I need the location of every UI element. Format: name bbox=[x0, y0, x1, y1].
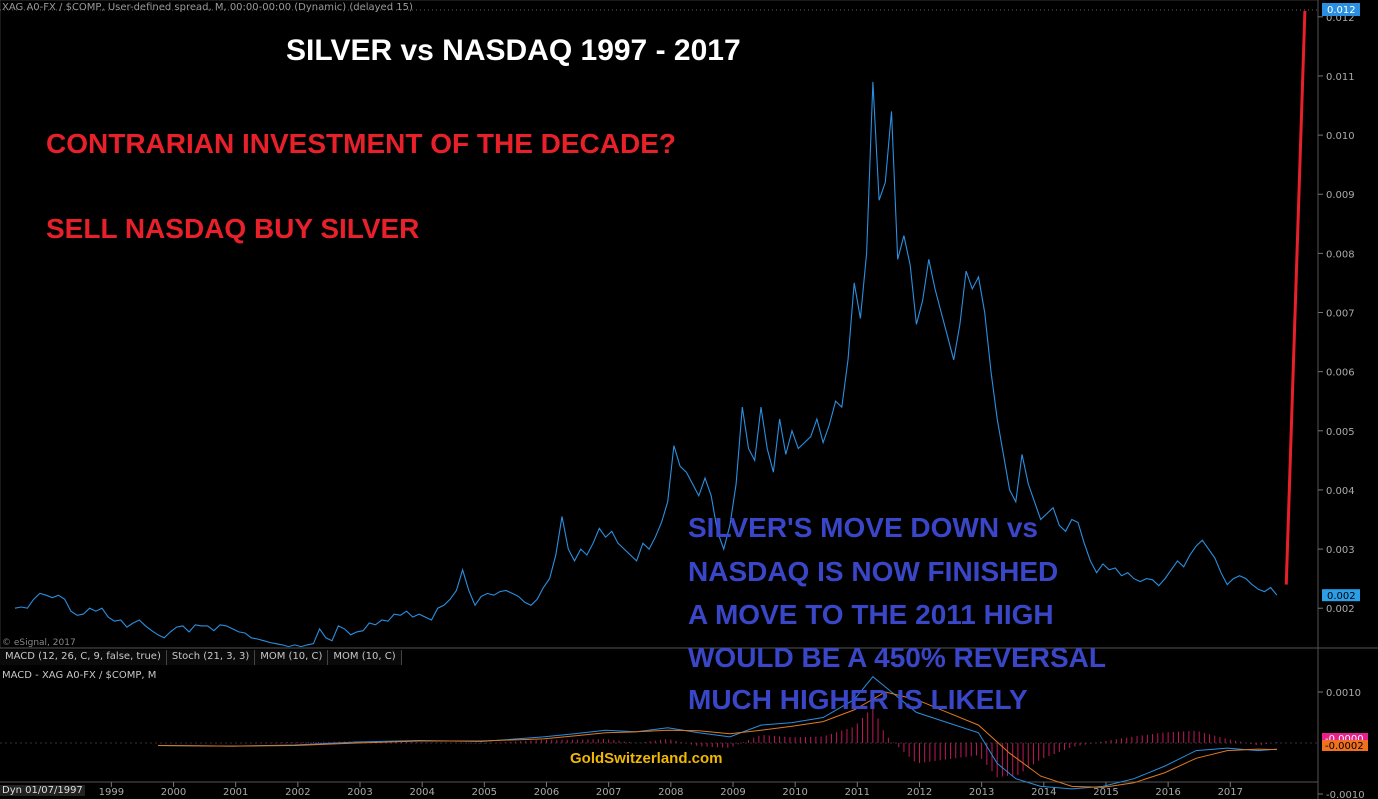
esignal-credit: © eSignal, 2017 bbox=[2, 638, 76, 648]
last-price-label: 0.002 bbox=[1327, 591, 1356, 602]
chart-header: XAG A0-FX / $COMP, User-defined spread, … bbox=[2, 2, 413, 13]
x-tick-label: 2010 bbox=[782, 787, 807, 798]
x-tick-label: 2002 bbox=[285, 787, 310, 798]
commentary-line-1: SILVER'S MOVE DOWN vs bbox=[688, 512, 1038, 543]
x-tick-label: 2016 bbox=[1155, 787, 1180, 798]
y-tick-label: 0.006 bbox=[1326, 368, 1355, 379]
x-tick-label: 2015 bbox=[1093, 787, 1118, 798]
signal-line bbox=[157, 691, 1277, 788]
y-tick-label: 0.011 bbox=[1326, 72, 1355, 83]
y-tick-label: 0.002 bbox=[1326, 604, 1355, 615]
y-tick-label: 0.004 bbox=[1326, 486, 1355, 497]
macd-value-badge bbox=[1322, 733, 1368, 744]
start-date: 01/07/1997 bbox=[25, 785, 83, 796]
tab-mom-1[interactable]: MOM (10, C) bbox=[255, 650, 329, 665]
commentary-line-3: A MOVE TO THE 2011 HIGH bbox=[688, 599, 1054, 630]
x-tick-label: 2003 bbox=[347, 787, 372, 798]
y-tick-label: 0.003 bbox=[1326, 545, 1355, 556]
y-tick-label: 0.008 bbox=[1326, 249, 1355, 260]
x-tick-label: 2007 bbox=[596, 787, 621, 798]
x-tick-label: 2004 bbox=[409, 787, 434, 798]
tab-macd[interactable]: MACD (12, 26, C, 9, false, true) bbox=[0, 650, 167, 665]
x-tick-label: 2011 bbox=[845, 787, 870, 798]
y-tick-label: 0.012 bbox=[1326, 13, 1355, 24]
x-tick-label: 2017 bbox=[1218, 787, 1243, 798]
x-tick-label: 2000 bbox=[161, 787, 186, 798]
dynamic-label: Dyn bbox=[2, 785, 22, 796]
website-watermark: GoldSwitzerland.com bbox=[570, 750, 723, 767]
commentary-line-4: WOULD BE A 450% REVERSAL bbox=[688, 642, 1106, 673]
signal-value-label: -0.0002 bbox=[1325, 741, 1364, 752]
macd-panel-label: MACD - XAG A0-FX / $COMP, M bbox=[2, 670, 157, 681]
tab-stoch[interactable]: Stoch (21, 3, 3) bbox=[166, 650, 256, 665]
x-tick-label: 2014 bbox=[1031, 787, 1056, 798]
x-tick-label: 1999 bbox=[99, 787, 124, 798]
x-axis-start-date: Dyn 01/07/1997 bbox=[0, 785, 85, 796]
x-tick-label: 2006 bbox=[534, 787, 559, 798]
headline-contrarian: CONTRARIAN INVESTMENT OF THE DECADE? bbox=[46, 128, 676, 159]
projection-arrow-line bbox=[1284, 10, 1307, 585]
y-tick-label: 0.010 bbox=[1326, 131, 1355, 142]
top-value-label: 0.012 bbox=[1327, 5, 1356, 16]
x-tick-label: 2012 bbox=[907, 787, 932, 798]
macd-y-tick-label: -0.0010 bbox=[1326, 790, 1365, 799]
y-tick-label: 0.009 bbox=[1326, 190, 1355, 201]
macd-value-label: -0.0000 bbox=[1325, 734, 1364, 745]
x-tick-label: 2005 bbox=[472, 787, 497, 798]
headline-sell-buy: SELL NASDAQ BUY SILVER bbox=[46, 213, 420, 244]
commentary-line-2: NASDAQ IS NOW FINISHED bbox=[688, 556, 1059, 587]
x-tick-label: 2009 bbox=[720, 787, 745, 798]
y-tick-label: 0.005 bbox=[1326, 427, 1355, 438]
chart-title: SILVER vs NASDAQ 1997 - 2017 bbox=[286, 34, 741, 67]
y-tick-label: 0.007 bbox=[1326, 309, 1355, 320]
commentary-line-5: MUCH HIGHER IS LIKELY bbox=[688, 684, 1028, 715]
last-price-badge bbox=[1322, 589, 1360, 602]
top-value-badge bbox=[1322, 3, 1360, 16]
price-panel-frame bbox=[0, 0, 1319, 649]
macd-y-tick-label: 0.0010 bbox=[1326, 688, 1361, 699]
silver-nasdaq-ratio-line bbox=[14, 81, 1278, 648]
indicator-tabs: MACD (12, 26, C, 9, false, true) Stoch (… bbox=[0, 650, 402, 665]
x-tick-label: 2008 bbox=[658, 787, 683, 798]
x-tick-label: 2013 bbox=[969, 787, 994, 798]
signal-value-badge bbox=[1322, 740, 1368, 751]
tab-mom-2[interactable]: MOM (10, C) bbox=[328, 650, 402, 665]
x-tick-label: 2001 bbox=[223, 787, 248, 798]
